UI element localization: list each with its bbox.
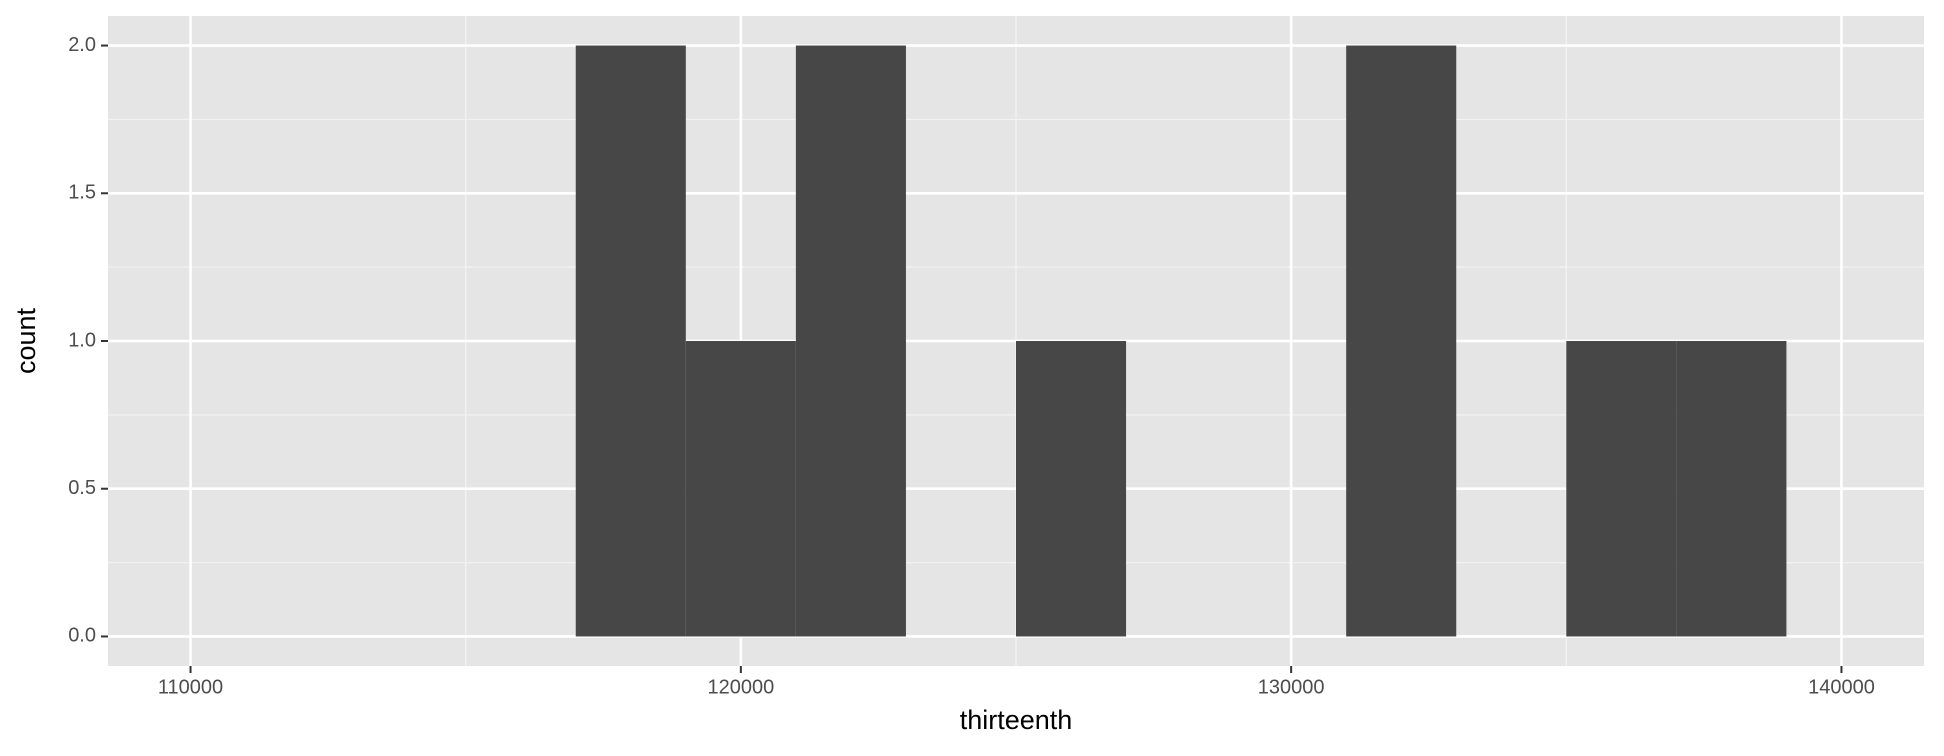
x-tick-label: 140000	[1808, 676, 1875, 698]
bar	[1346, 45, 1457, 637]
bar	[1566, 341, 1677, 637]
y-axis-title: count	[11, 307, 41, 374]
x-axis-title: thirteenth	[960, 705, 1073, 735]
bar	[685, 341, 796, 637]
y-tick-label: 0.5	[68, 477, 96, 499]
y-tick-label: 1.5	[68, 182, 96, 204]
y-tick-label: 0.0	[68, 625, 96, 647]
bar	[575, 45, 686, 637]
bar	[1016, 341, 1127, 637]
y-tick-label: 2.0	[68, 34, 96, 56]
bar	[795, 45, 906, 637]
x-tick-label: 110000	[158, 676, 223, 698]
x-tick-label: 120000	[707, 676, 774, 698]
y-tick-label: 1.0	[68, 329, 96, 351]
x-tick-label: 130000	[1258, 676, 1325, 698]
bar	[1676, 341, 1787, 637]
